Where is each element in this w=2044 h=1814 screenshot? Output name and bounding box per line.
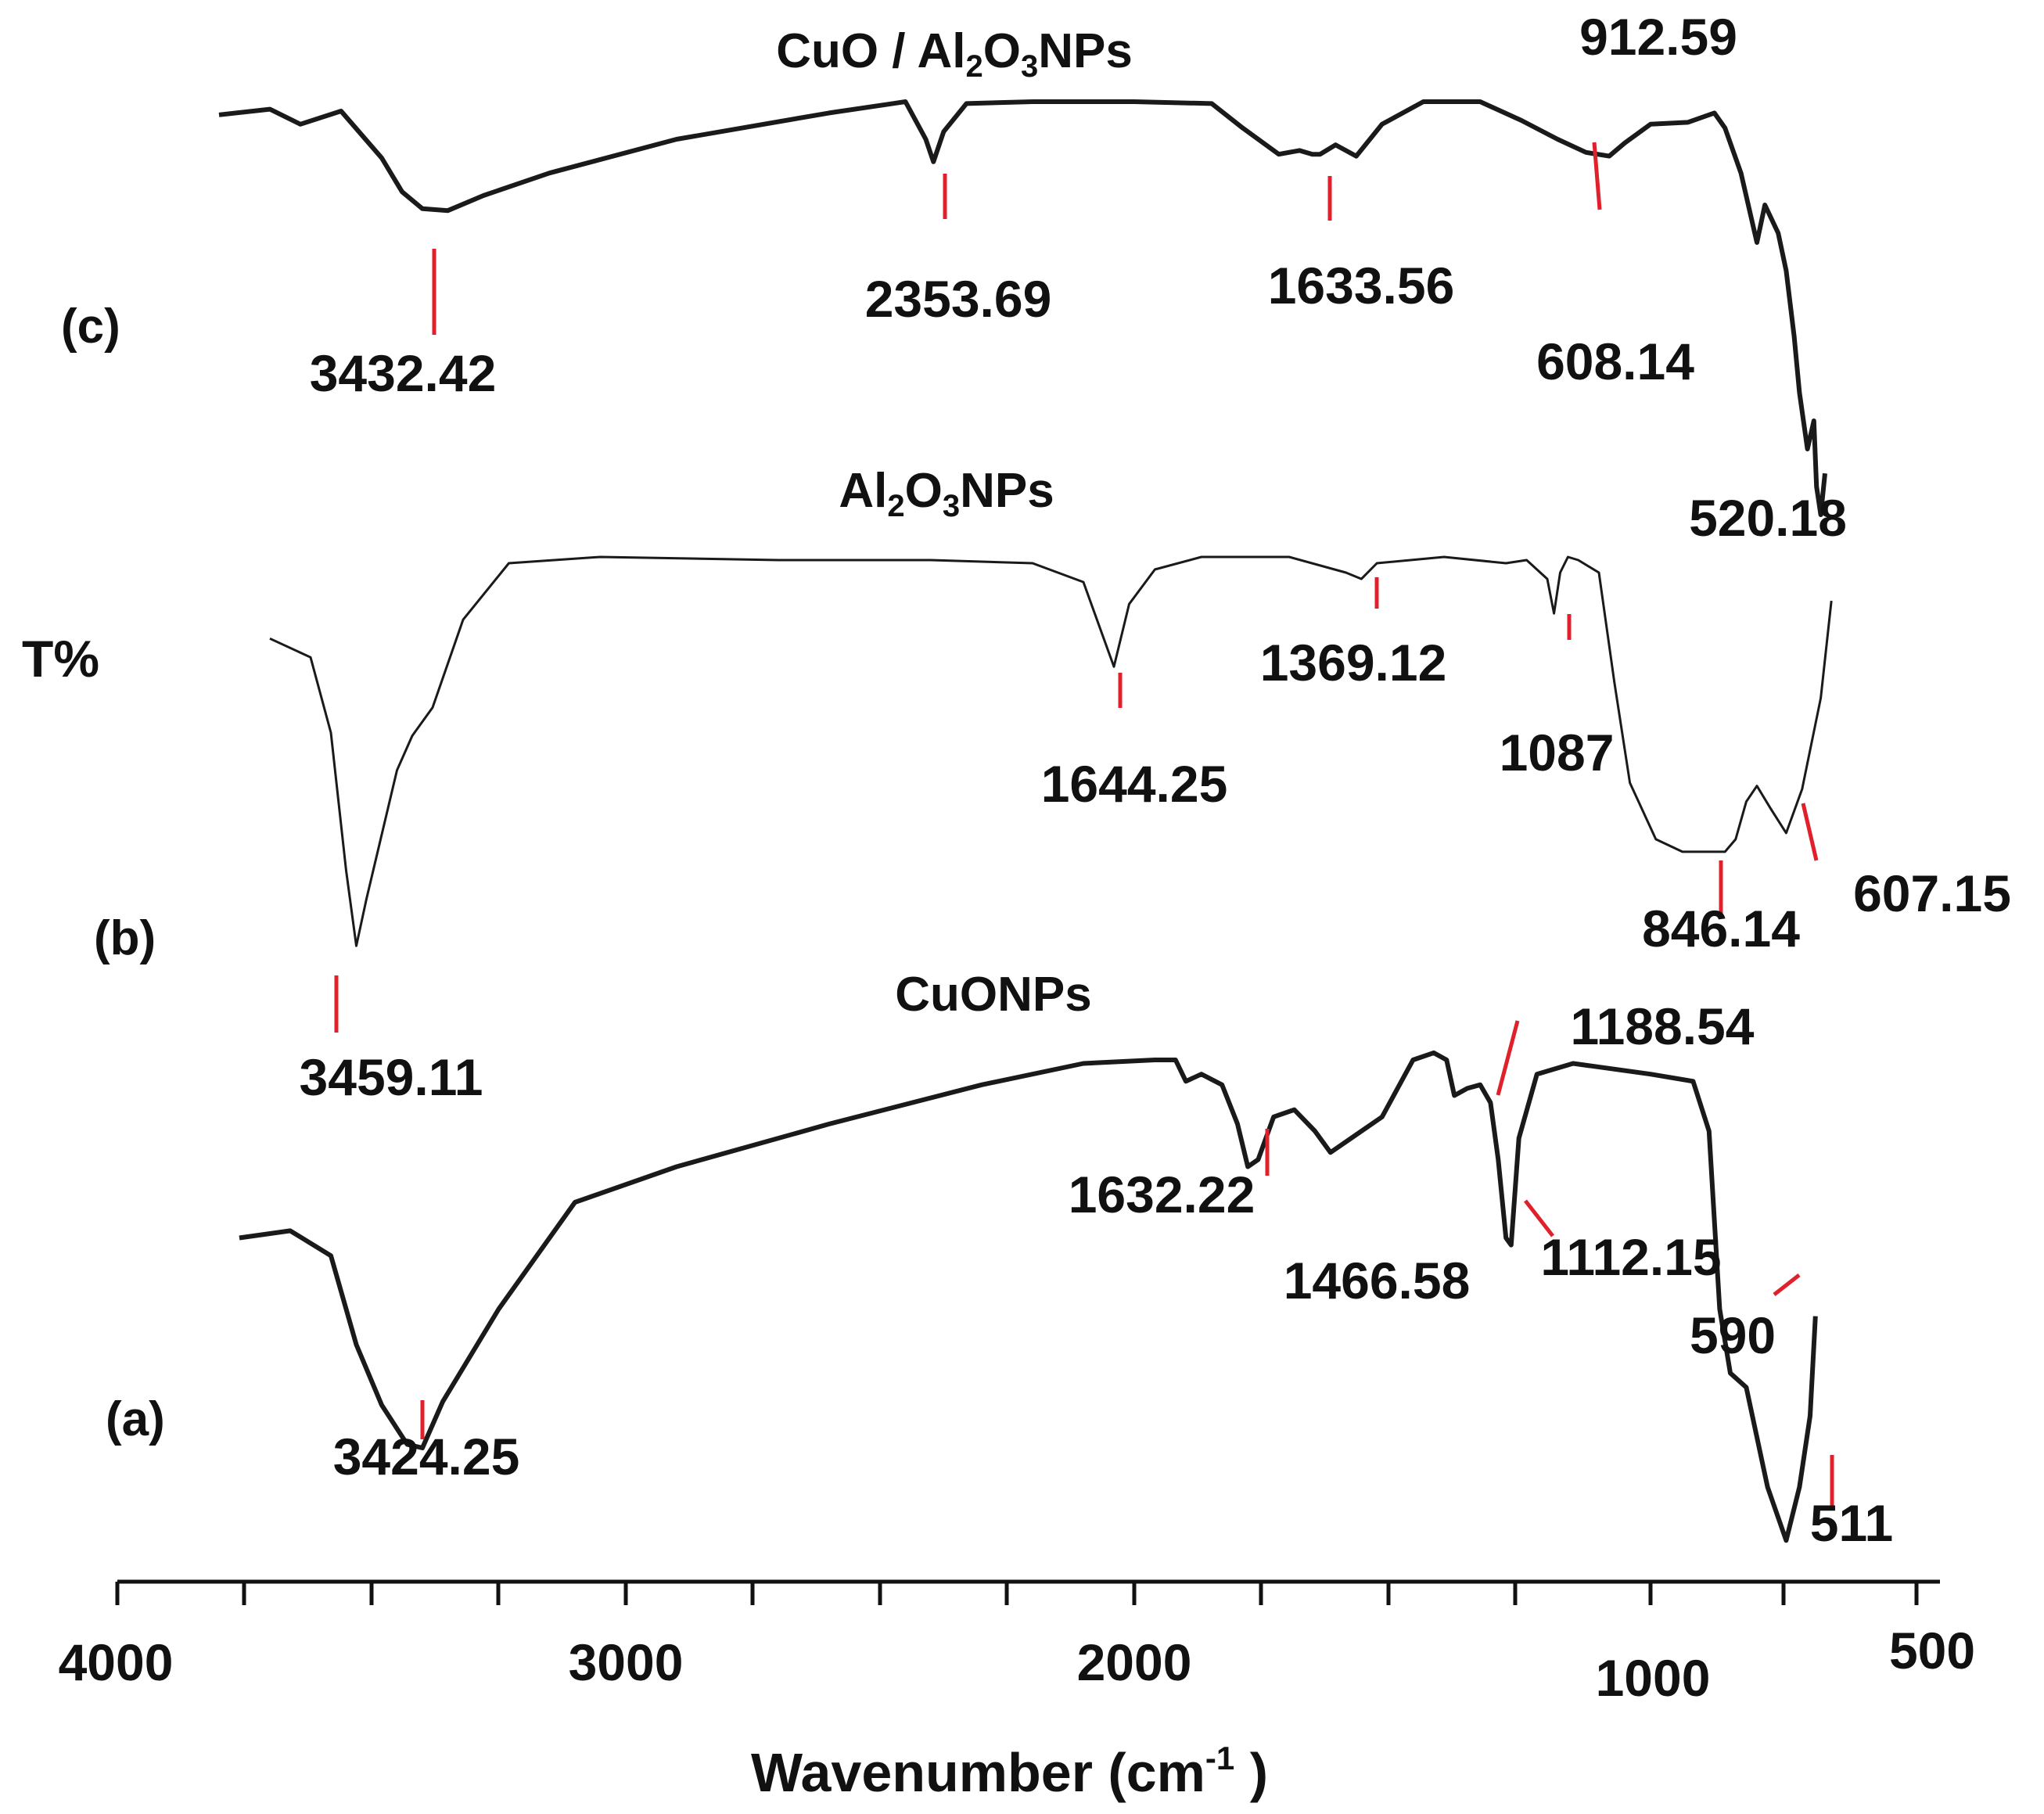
series-title-a: CuONPs — [895, 968, 1091, 1022]
title-subscript: 3 — [1021, 49, 1038, 84]
series-tag-a: (a) — [106, 1392, 165, 1446]
title-part: O — [905, 464, 943, 518]
peak-label: 608.14 — [1536, 332, 1694, 390]
spectrum-trace-c — [218, 99, 1827, 517]
peak-label: 912.59 — [1579, 8, 1737, 66]
peak-label: 846.14 — [1642, 900, 1800, 957]
x-axis-label-end: ) — [1234, 1742, 1268, 1803]
peak-markers-layer — [334, 142, 1834, 1506]
series-tag-b: (b) — [94, 911, 156, 965]
peak-marker — [1773, 1273, 1801, 1296]
title-part: O — [983, 24, 1021, 78]
peak-label: 1369.12 — [1260, 634, 1447, 691]
peak-label: 1632.22 — [1069, 1166, 1255, 1223]
title-part: CuONPs — [895, 968, 1091, 1022]
peak-label: 607.15 — [1853, 864, 2011, 922]
peak-label: 1644.25 — [1041, 755, 1228, 813]
x-axis-label-superscript: -1 — [1205, 1740, 1234, 1776]
peak-label: 3424.25 — [333, 1428, 520, 1485]
peak-marker — [1801, 803, 1819, 861]
peak-label: 1633.56 — [1268, 257, 1455, 314]
peak-label: 3432.42 — [310, 344, 497, 402]
peak-marker — [1496, 1020, 1520, 1096]
title-part: Al — [839, 464, 887, 518]
peak-label: 1112.15 — [1540, 1228, 1721, 1286]
peak-label: 590 — [1690, 1306, 1776, 1364]
peak-label: 520.18 — [1689, 489, 1847, 547]
title-subscript: 2 — [965, 49, 982, 84]
x-tick-label: 3000 — [569, 1633, 684, 1691]
spectrum-trace-a — [239, 1050, 1818, 1543]
peak-label: 3459.11 — [300, 1048, 483, 1106]
x-tick-label: 2000 — [1077, 1633, 1192, 1691]
x-axis: 4000 3000 2000 1000 500 — [59, 1579, 1975, 1707]
title-part: CuO / Al — [776, 24, 965, 78]
title-subscript: 2 — [887, 489, 904, 523]
series-tag-c: (c) — [61, 300, 120, 354]
peak-label: 511 — [1810, 1494, 1893, 1552]
peak-label: 2353.69 — [865, 270, 1052, 328]
x-tick-label: 4000 — [59, 1633, 174, 1691]
x-axis-label: Wavenumber (cm-1 ) — [751, 1740, 1268, 1803]
series-title-b: Al2O3NPs — [839, 464, 1054, 523]
peak-label: 1188.54 — [1571, 997, 1755, 1055]
spectrum-trace-b — [269, 555, 1833, 947]
title-subscript: 3 — [943, 489, 960, 523]
title-part: NPs — [1038, 24, 1133, 78]
x-axis-label-text: Wavenumber (cm — [751, 1742, 1205, 1803]
x-tick-label: 500 — [1889, 1622, 1975, 1679]
peak-label: 1087 — [1500, 724, 1615, 781]
peak-label: 1466.58 — [1284, 1252, 1471, 1309]
peak-marker — [1524, 1199, 1554, 1237]
series-title-c: CuO / Al2O3NPs — [776, 24, 1133, 84]
x-tick-label: 1000 — [1596, 1649, 1711, 1707]
peak-marker — [1592, 142, 1602, 210]
y-axis-label: T% — [22, 630, 99, 688]
spectra-layer — [218, 99, 1833, 1543]
title-part: NPs — [960, 464, 1054, 518]
